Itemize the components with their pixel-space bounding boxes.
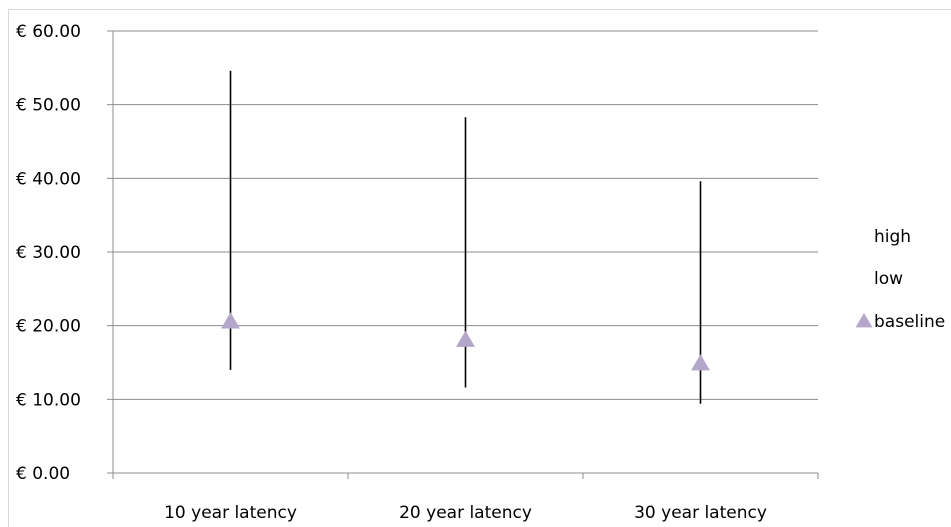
y-tick-label: € 40.00 xyxy=(16,169,81,189)
baseline-markers xyxy=(221,312,710,371)
y-tick-label: € 20.00 xyxy=(16,317,81,337)
legend-marker-baseline xyxy=(855,313,873,328)
y-tick-label: € 30.00 xyxy=(16,243,81,263)
legend: high low baseline xyxy=(855,227,945,332)
baseline-marker xyxy=(456,330,475,347)
legend-label-low: low xyxy=(874,269,903,289)
high-low-lines xyxy=(229,70,702,404)
x-tick-label: 10 year latency xyxy=(164,503,297,523)
y-tick-label: € 0.00 xyxy=(16,464,70,484)
x-tick-label: 30 year latency xyxy=(634,503,767,523)
baseline-marker xyxy=(691,354,710,371)
y-tick-label: € 50.00 xyxy=(16,96,81,116)
y-tick-label: € 10.00 xyxy=(16,390,81,410)
legend-label-baseline: baseline xyxy=(874,312,945,332)
x-tick-label: 20 year latency xyxy=(399,503,532,523)
baseline-marker xyxy=(221,312,240,329)
chart-frame xyxy=(8,9,951,527)
x-tick-labels: 10 year latency 20 year latency 30 year la… xyxy=(164,503,767,523)
axes xyxy=(107,30,819,479)
y-tick-label: € 60.00 xyxy=(16,22,81,42)
y-tick-labels: € 0.00 € 10.00 € 20.00 € 30.00 € 40.00 € 50.0… xyxy=(16,22,81,484)
legend-label-high: high xyxy=(874,227,911,247)
